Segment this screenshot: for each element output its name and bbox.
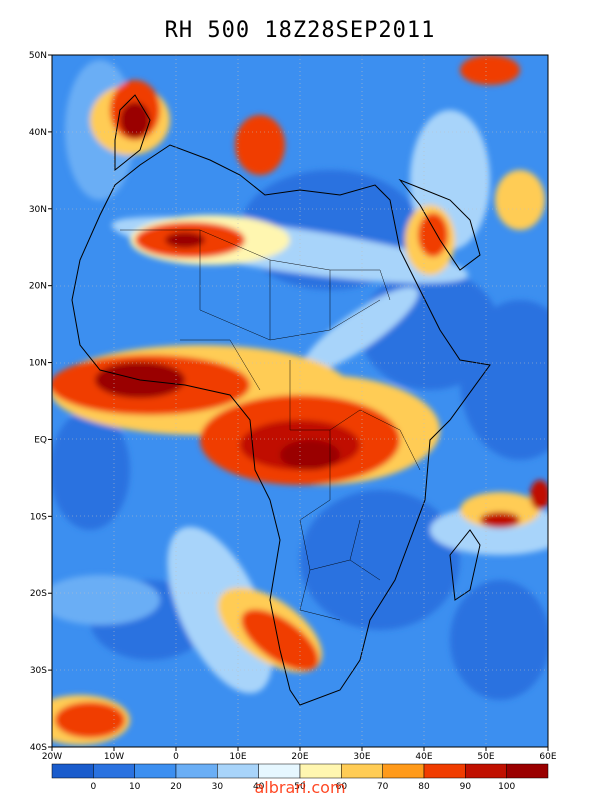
colorbar-swatch: [299, 763, 342, 779]
colorbar-swatch: [175, 763, 218, 779]
colorbar-swatch: [51, 763, 94, 779]
colorbar-label: 0: [90, 782, 96, 792]
lon-label: 10E: [229, 752, 246, 762]
colorbar-label: 100: [498, 782, 515, 792]
colorbar-label: 30: [212, 782, 224, 792]
longitude-axis: 20W 10W 0 10E 20E 30E 40E 50E 60E: [42, 747, 557, 762]
watermark: albrari.com: [254, 778, 346, 797]
lon-label: 40E: [415, 752, 432, 762]
lon-label: 0: [173, 752, 179, 762]
humidity-field: [52, 55, 548, 747]
latitude-axis: 50N 40N 30N 20N 10N EQ 10S 20S 30S 40S: [29, 51, 52, 753]
colorbar-label: 90: [460, 782, 472, 792]
colorbar-swatch: [506, 763, 549, 779]
lon-label: 60E: [539, 752, 556, 762]
lat-label: 10N: [29, 359, 47, 369]
country-borders: [120, 229, 421, 621]
colorbar-label: 80: [418, 782, 430, 792]
colorbar-swatch: [382, 763, 425, 779]
lat-label: 50N: [29, 51, 47, 61]
colorbar-swatch: [217, 763, 259, 779]
colorbar-label: 60: [336, 782, 348, 792]
graticule: [52, 55, 548, 747]
lon-label: 20E: [291, 752, 308, 762]
lat-label: 20S: [30, 589, 47, 599]
lon-label: 50E: [477, 752, 494, 762]
colorbar-swatch: [93, 763, 135, 779]
lat-label: 10S: [30, 512, 47, 522]
lon-label: 10W: [104, 752, 124, 762]
lat-label: 20N: [29, 282, 47, 292]
colorbar-swatch: [258, 763, 301, 779]
colorbar-swatch: [134, 763, 177, 779]
lat-label: 40N: [29, 128, 47, 138]
colorbar-swatch: [423, 763, 466, 779]
colorbar-swatch: [341, 763, 383, 779]
colorbar: 0 10 20 30 40 50 60 70 80 90 100: [51, 763, 549, 792]
colorbar-label: 40: [253, 782, 265, 792]
colorbar-label: 10: [129, 782, 141, 792]
colorbar-label: 50: [294, 782, 306, 792]
coastlines: [71, 94, 491, 706]
colorbar-swatch: [465, 763, 507, 779]
colorbar-label: 70: [377, 782, 389, 792]
map-title: RH 500 18Z28SEP2011: [164, 18, 436, 43]
lat-label: 30S: [30, 666, 47, 676]
lat-label: 40S: [30, 743, 47, 753]
lon-label: 30E: [353, 752, 370, 762]
lon-label: 20W: [42, 752, 62, 762]
lat-label: EQ: [34, 435, 47, 445]
lat-label: 30N: [29, 205, 47, 215]
colorbar-label: 20: [170, 782, 182, 792]
